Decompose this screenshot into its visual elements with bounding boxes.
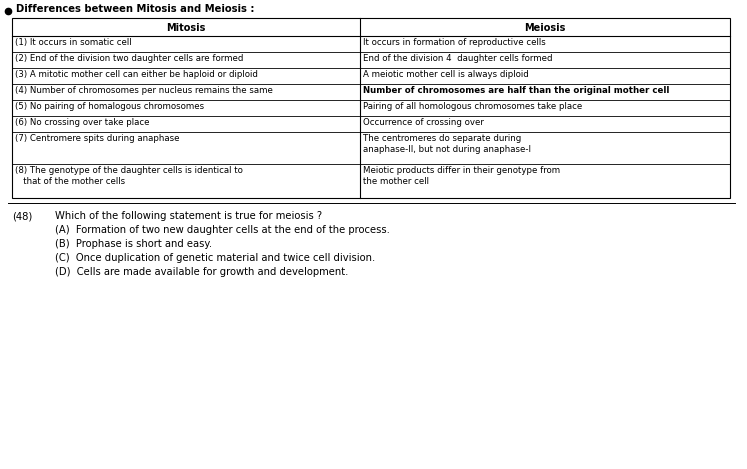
Text: (B)  Prophase is short and easy.: (B) Prophase is short and easy. (55, 239, 212, 249)
Text: A meiotic mother cell is always diploid: A meiotic mother cell is always diploid (363, 70, 529, 79)
Text: End of the division 4  daughter cells formed: End of the division 4 daughter cells for… (363, 54, 553, 63)
Text: Which of the following statement is true for meiosis ?: Which of the following statement is true… (55, 211, 322, 221)
Text: The centromeres do separate during: The centromeres do separate during (363, 134, 521, 143)
Text: Occurrence of crossing over: Occurrence of crossing over (363, 118, 484, 127)
Text: anaphase-II, but not during anaphase-I: anaphase-II, but not during anaphase-I (363, 145, 531, 154)
Text: It occurs in formation of reproductive cells: It occurs in formation of reproductive c… (363, 38, 546, 47)
Text: (C)  Once duplication of genetic material and twice cell division.: (C) Once duplication of genetic material… (55, 253, 375, 263)
Text: (8) The genotype of the daughter cells is identical to: (8) The genotype of the daughter cells i… (15, 166, 243, 175)
Text: Meiosis: Meiosis (524, 23, 565, 33)
Text: (48): (48) (12, 211, 32, 221)
Text: (D)  Cells are made available for growth and development.: (D) Cells are made available for growth … (55, 267, 348, 277)
Text: (3) A mitotic mother cell can either be haploid or diploid: (3) A mitotic mother cell can either be … (15, 70, 258, 79)
Text: Mitosis: Mitosis (167, 23, 205, 33)
Bar (12, 18, 730, 198)
Text: (2) End of the division two daughter cells are formed: (2) End of the division two daughter cel… (15, 54, 244, 63)
Text: Pairing of all homologous chromosomes take place: Pairing of all homologous chromosomes ta… (363, 102, 582, 111)
Text: (7) Centromere spits during anaphase: (7) Centromere spits during anaphase (15, 134, 179, 143)
Text: (6) No crossing over take place: (6) No crossing over take place (15, 118, 149, 127)
Text: the mother cell: the mother cell (363, 177, 429, 186)
Text: (5) No pairing of homalogous chromosomes: (5) No pairing of homalogous chromosomes (15, 102, 204, 111)
Text: (1) It occurs in somatic cell: (1) It occurs in somatic cell (15, 38, 131, 47)
Text: (A)  Formation of two new daughter cells at the end of the process.: (A) Formation of two new daughter cells … (55, 225, 390, 235)
Text: Number of chromosomes are half than the original mother cell: Number of chromosomes are half than the … (363, 86, 669, 95)
Text: that of the mother cells: that of the mother cells (15, 177, 125, 186)
Text: (4) Number of chromosomes per nucleus remains the same: (4) Number of chromosomes per nucleus re… (15, 86, 273, 95)
Text: Meiotic products differ in their genotype from: Meiotic products differ in their genotyp… (363, 166, 560, 175)
Text: Differences between Mitosis and Meiosis :: Differences between Mitosis and Meiosis … (16, 4, 255, 14)
